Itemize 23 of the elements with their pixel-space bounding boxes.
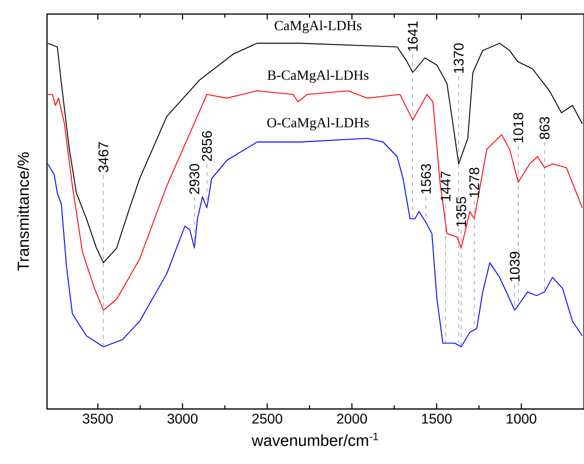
x-tick-label: 2000 — [337, 414, 367, 424]
annotation: 1278 — [469, 168, 480, 198]
y-axis-title: Transmittance/% — [17, 152, 29, 271]
series-label: B-CaMgAl-LDHs — [267, 70, 368, 83]
legend-label: CaMgAl-LDHs — [274, 20, 362, 34]
x-tick-label: 1500 — [422, 414, 452, 424]
annotation: 1355 — [456, 196, 466, 226]
annotation: 2856 — [202, 131, 212, 161]
x-tick-label: 3500 — [82, 414, 113, 424]
annotation: 1039 — [510, 252, 520, 282]
x-tick-label: 2500 — [252, 414, 282, 424]
annotation: 2930 — [189, 164, 200, 194]
x-tick-label: 3000 — [167, 414, 198, 424]
annotation: 1370 — [454, 43, 464, 73]
series-label: O-CaMgAl-LDHs — [267, 118, 369, 130]
annotation: 3467 — [98, 142, 108, 172]
annotation: 1641 — [408, 22, 418, 51]
x-axis-title: wavenumber/cm$^{-1}$ — [252, 432, 378, 446]
annotation: 1563 — [421, 164, 431, 194]
annotation: 863 — [540, 116, 550, 140]
x-tick-label: 1000 — [506, 414, 536, 424]
annotation: 1447 — [440, 171, 450, 201]
annotation: 1018 — [513, 112, 524, 142]
